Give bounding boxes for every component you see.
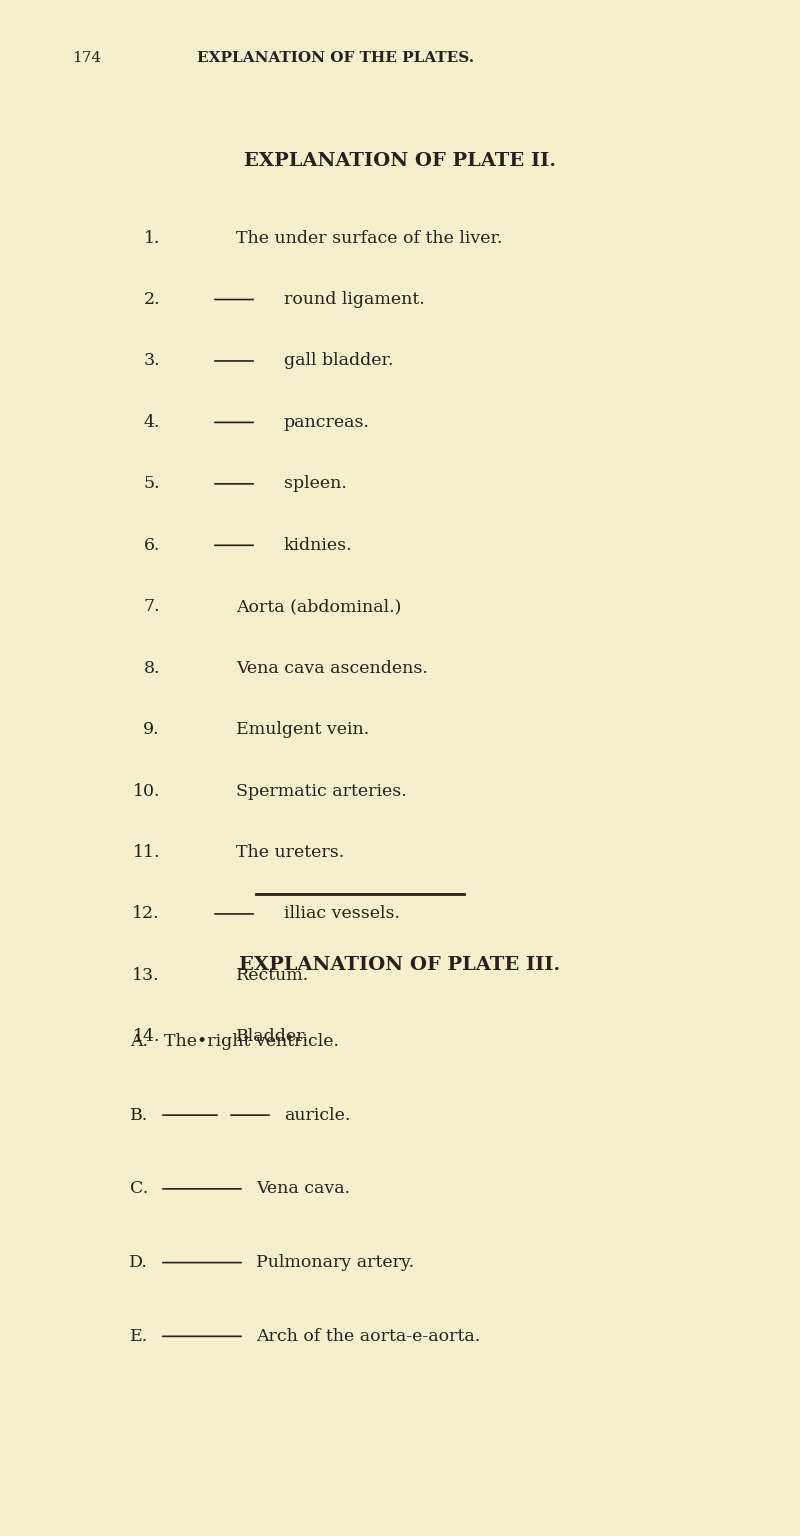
- Text: B.: B.: [130, 1106, 148, 1124]
- Text: E.: E.: [130, 1327, 148, 1346]
- Text: gall bladder.: gall bladder.: [284, 352, 394, 370]
- Text: 10.: 10.: [133, 782, 160, 800]
- Text: A.: A.: [130, 1032, 148, 1051]
- Text: 3.: 3.: [143, 352, 160, 370]
- Text: Vena cava ascendens.: Vena cava ascendens.: [236, 659, 428, 677]
- Text: The•right ventricle.: The•right ventricle.: [164, 1032, 339, 1051]
- Text: Emulgent vein.: Emulgent vein.: [236, 720, 370, 739]
- Text: C.: C.: [130, 1180, 148, 1198]
- Text: 2.: 2.: [143, 290, 160, 309]
- Text: The ureters.: The ureters.: [236, 843, 344, 862]
- Text: Aorta (abdominal.): Aorta (abdominal.): [236, 598, 402, 616]
- Text: 4.: 4.: [143, 413, 160, 432]
- Text: spleen.: spleen.: [284, 475, 347, 493]
- Text: Arch of the aorta-e-aorta.: Arch of the aorta-e-aorta.: [256, 1327, 480, 1346]
- Text: Bladder.: Bladder.: [236, 1028, 309, 1046]
- Text: 174: 174: [72, 51, 101, 66]
- Text: EXPLANATION OF THE PLATES.: EXPLANATION OF THE PLATES.: [198, 51, 474, 66]
- Text: EXPLANATION OF PLATE III.: EXPLANATION OF PLATE III.: [239, 955, 561, 974]
- Text: 6.: 6.: [143, 536, 160, 554]
- Text: 1.: 1.: [143, 229, 160, 247]
- Text: 14.: 14.: [133, 1028, 160, 1046]
- Text: 13.: 13.: [132, 966, 160, 985]
- Text: EXPLANATION OF PLATE II.: EXPLANATION OF PLATE II.: [244, 152, 556, 170]
- Text: Rectum.: Rectum.: [236, 966, 310, 985]
- Text: kidnies.: kidnies.: [284, 536, 353, 554]
- Text: illiac vessels.: illiac vessels.: [284, 905, 400, 923]
- Text: pancreas.: pancreas.: [284, 413, 370, 432]
- Text: auricle.: auricle.: [284, 1106, 350, 1124]
- Text: 5.: 5.: [143, 475, 160, 493]
- Text: Pulmonary artery.: Pulmonary artery.: [256, 1253, 414, 1272]
- Text: 11.: 11.: [133, 843, 160, 862]
- Text: round ligament.: round ligament.: [284, 290, 425, 309]
- Text: 7.: 7.: [143, 598, 160, 616]
- Text: D.: D.: [129, 1253, 148, 1272]
- Text: 9.: 9.: [143, 720, 160, 739]
- Text: 12.: 12.: [132, 905, 160, 923]
- Text: Vena cava.: Vena cava.: [256, 1180, 350, 1198]
- Text: The under surface of the liver.: The under surface of the liver.: [236, 229, 502, 247]
- Text: 8.: 8.: [143, 659, 160, 677]
- Text: Spermatic arteries.: Spermatic arteries.: [236, 782, 406, 800]
